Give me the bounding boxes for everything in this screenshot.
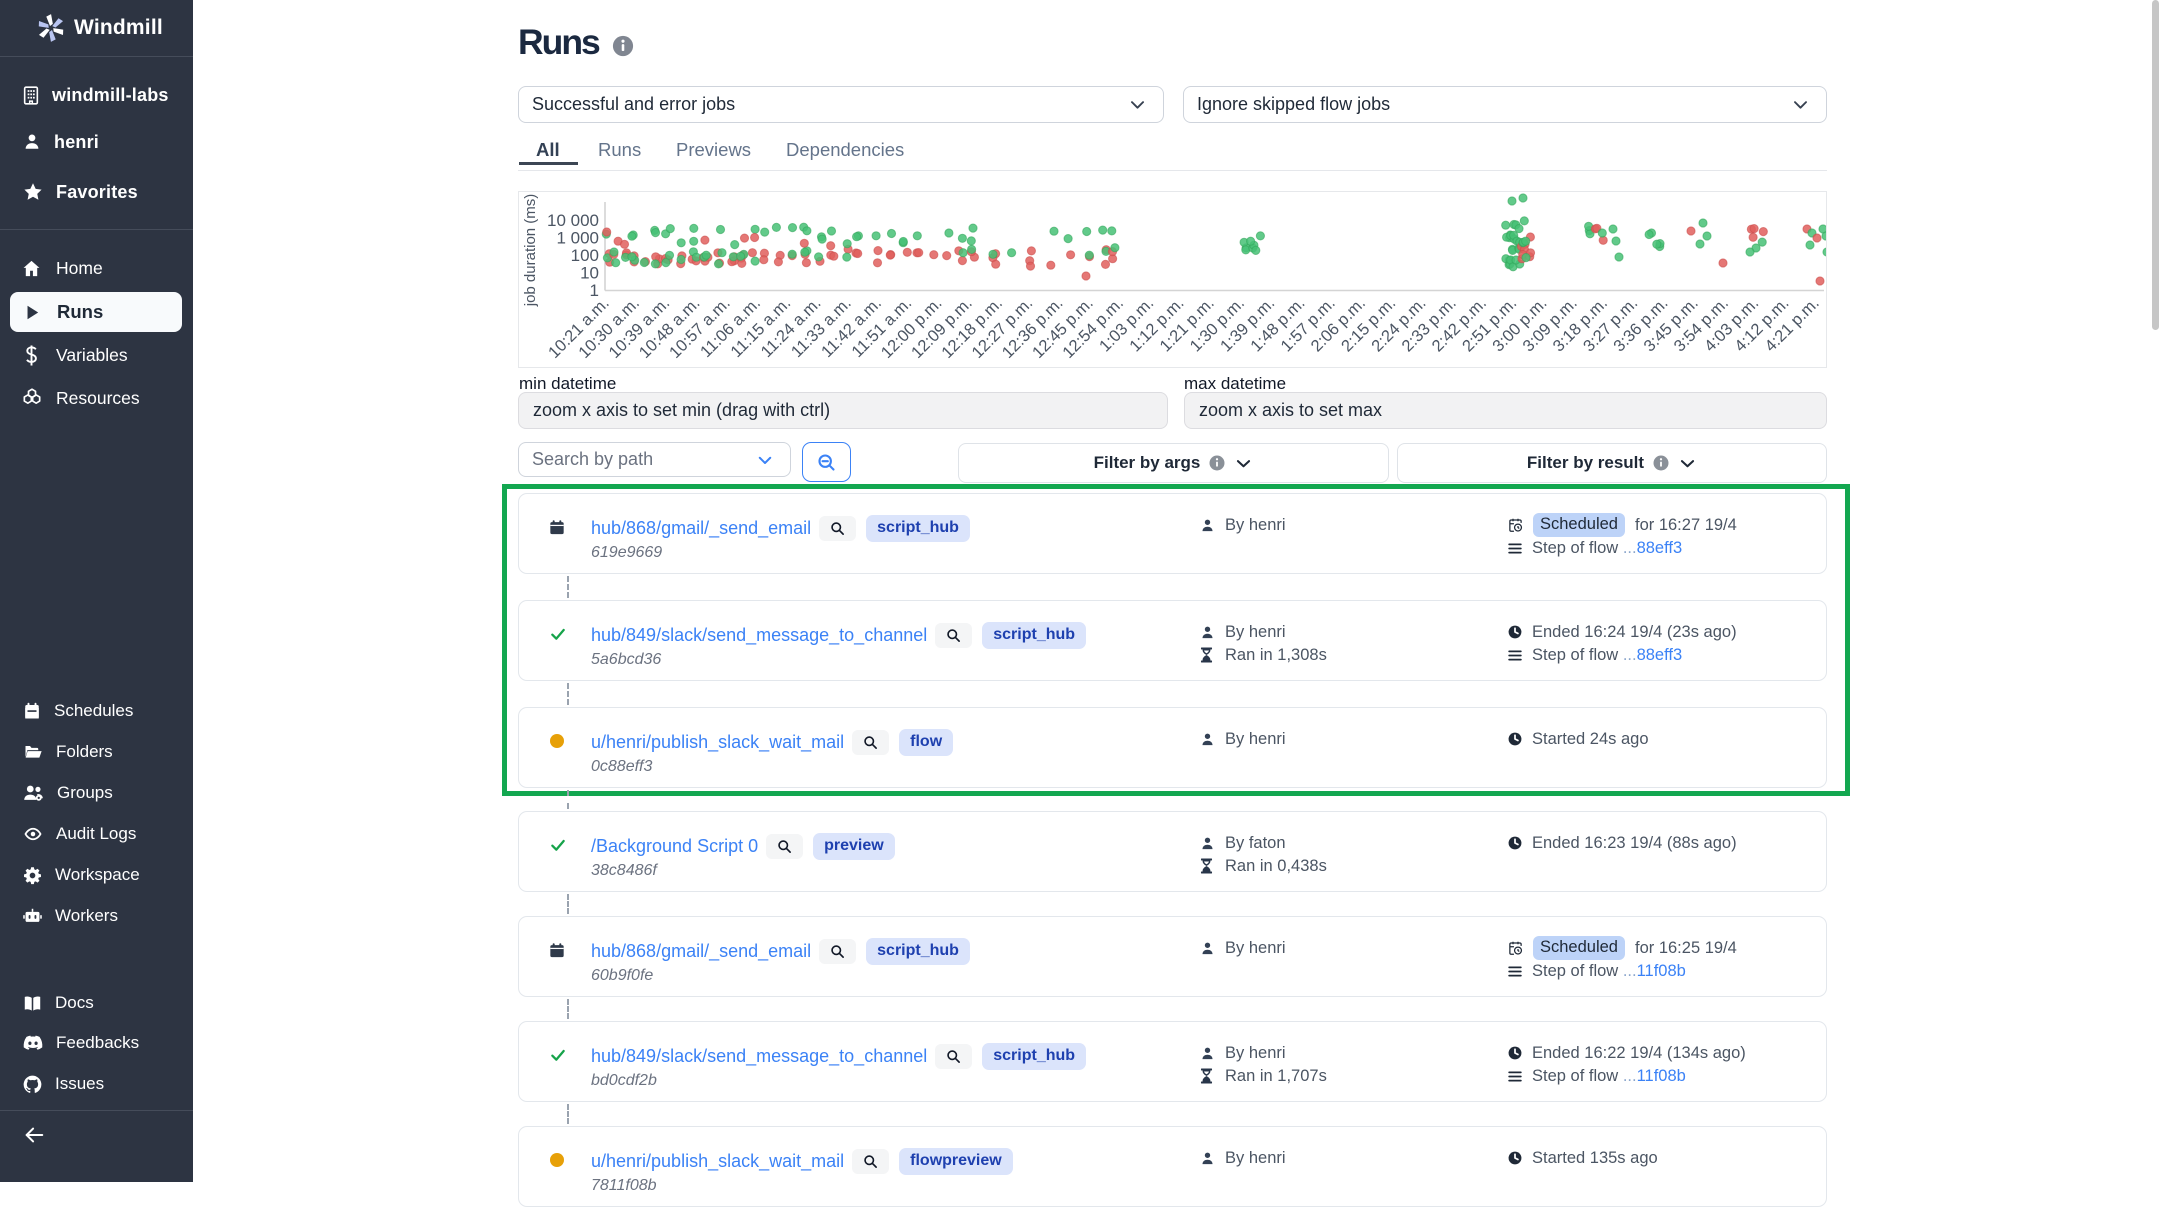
svg-text:1 000: 1 000 — [556, 229, 599, 248]
svg-text:10 000: 10 000 — [547, 211, 599, 230]
svg-text:1: 1 — [590, 281, 599, 300]
svg-text:100: 100 — [571, 246, 599, 265]
svg-text:10: 10 — [580, 264, 599, 283]
svg-text:job duration (ms): job duration (ms) — [522, 194, 539, 308]
